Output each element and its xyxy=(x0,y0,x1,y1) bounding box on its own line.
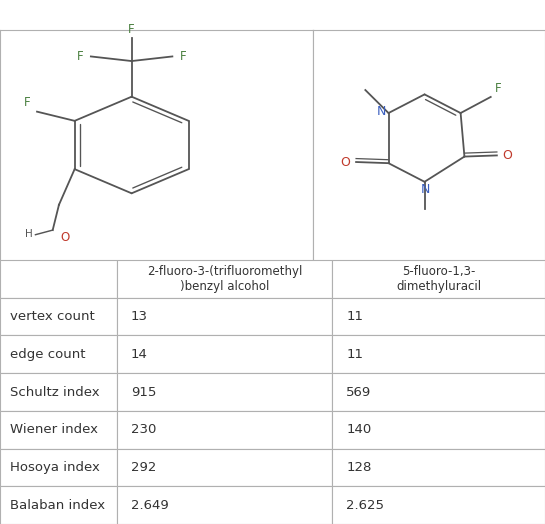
Bar xyxy=(117,449,332,486)
Bar xyxy=(117,373,332,411)
Text: 140: 140 xyxy=(346,423,371,436)
Text: vertex count: vertex count xyxy=(10,310,95,323)
Bar xyxy=(0,486,117,524)
Text: F: F xyxy=(128,23,135,36)
Text: Wiener index: Wiener index xyxy=(10,423,98,436)
Bar xyxy=(117,298,332,335)
Text: 2.649: 2.649 xyxy=(131,499,168,511)
Text: O: O xyxy=(60,231,70,244)
Text: 14: 14 xyxy=(131,348,148,361)
Bar xyxy=(117,335,332,373)
Text: 569: 569 xyxy=(346,386,371,398)
Text: 5-fluoro-1,3-dimethyluracil: 5-fluoro-1,3-dimethyluracil xyxy=(336,272,522,286)
Text: F: F xyxy=(24,96,31,110)
Text: Schultz index: Schultz index xyxy=(10,386,99,398)
Text: edge count: edge count xyxy=(10,348,86,361)
Text: 128: 128 xyxy=(346,461,372,474)
Bar xyxy=(332,411,545,449)
Bar xyxy=(0,411,117,449)
Text: 230: 230 xyxy=(131,423,156,436)
Bar xyxy=(0,449,117,486)
Bar xyxy=(332,260,545,298)
Text: 2-fluoro-3-(trifluoromethyl)benzyl alcohol: 2-fluoro-3-(trifluoromethyl)benzyl alcoh… xyxy=(13,272,300,286)
Text: Balaban index: Balaban index xyxy=(10,499,105,511)
Text: 5-fluoro-1,3-
dimethyluracil: 5-fluoro-1,3- dimethyluracil xyxy=(396,265,481,293)
Bar xyxy=(332,486,545,524)
Bar xyxy=(0,260,117,298)
Text: F: F xyxy=(495,82,502,95)
Bar xyxy=(332,373,545,411)
Bar xyxy=(0,298,117,335)
Text: H: H xyxy=(25,228,32,238)
Bar xyxy=(117,411,332,449)
Text: F: F xyxy=(180,50,187,63)
Bar xyxy=(117,486,332,524)
Text: O: O xyxy=(341,156,350,169)
Bar xyxy=(332,449,545,486)
Text: N: N xyxy=(421,183,431,196)
Bar xyxy=(0,373,117,411)
Text: 11: 11 xyxy=(346,348,363,361)
Bar xyxy=(0,335,117,373)
Text: N: N xyxy=(377,105,386,118)
Text: 2.625: 2.625 xyxy=(346,499,384,511)
Bar xyxy=(117,260,332,298)
Text: 11: 11 xyxy=(346,310,363,323)
Text: 13: 13 xyxy=(131,310,148,323)
Text: 292: 292 xyxy=(131,461,156,474)
Text: 915: 915 xyxy=(131,386,156,398)
Bar xyxy=(332,335,545,373)
Text: F: F xyxy=(76,50,83,63)
Bar xyxy=(332,298,545,335)
Text: 2-fluoro-3-(trifluoromethyl
)benzyl alcohol: 2-fluoro-3-(trifluoromethyl )benzyl alco… xyxy=(147,265,302,293)
Text: O: O xyxy=(502,149,512,162)
Text: Hosoya index: Hosoya index xyxy=(10,461,100,474)
